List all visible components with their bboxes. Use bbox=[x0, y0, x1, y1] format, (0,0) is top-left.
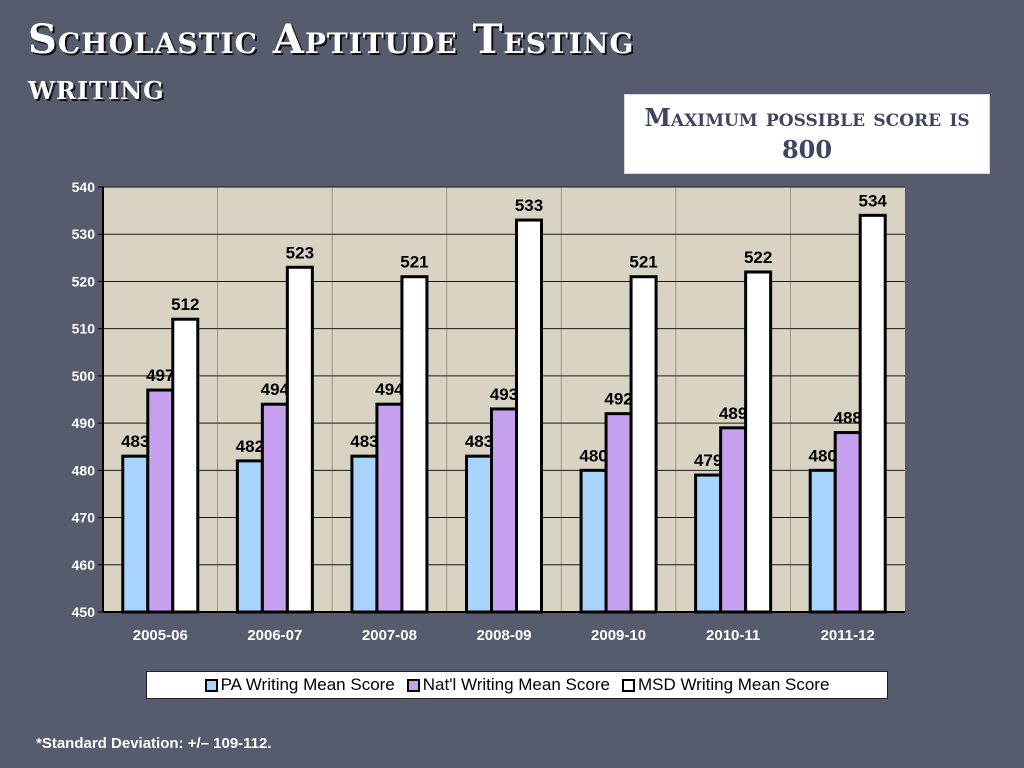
bar-msd bbox=[515, 218, 543, 614]
legend-item-pa: PA Writing Mean Score bbox=[204, 675, 395, 695]
footnote: *Standard Deviation: +/– 109-112. bbox=[36, 735, 272, 752]
data-label: 482 bbox=[236, 437, 264, 456]
x-tick-label: 2005-06 bbox=[133, 627, 188, 644]
bar-msd bbox=[400, 275, 429, 614]
y-tick-label: 510 bbox=[72, 321, 96, 337]
bar-pa bbox=[235, 459, 264, 614]
bar-natl bbox=[260, 402, 289, 614]
data-label: 521 bbox=[629, 253, 657, 272]
bar-pa bbox=[579, 468, 608, 614]
data-label: 494 bbox=[261, 380, 290, 399]
data-label: 492 bbox=[604, 390, 632, 409]
data-label: 488 bbox=[834, 409, 862, 428]
data-label: 533 bbox=[515, 196, 543, 215]
bar-msd bbox=[171, 317, 200, 614]
data-label: 497 bbox=[146, 366, 174, 385]
data-label: 483 bbox=[465, 432, 493, 451]
legend-label-natl: Nat'l Writing Mean Score bbox=[422, 675, 610, 694]
y-tick-label: 460 bbox=[72, 557, 96, 573]
legend-item-natl: Nat'l Writing Mean Score bbox=[406, 675, 610, 695]
data-label: 483 bbox=[350, 432, 378, 451]
data-label: 493 bbox=[490, 385, 518, 404]
x-tick-label: 2011-12 bbox=[821, 627, 875, 644]
data-label: 483 bbox=[121, 432, 149, 451]
bar-natl bbox=[375, 402, 404, 614]
bar-pa bbox=[465, 454, 493, 614]
bar-msd bbox=[285, 265, 314, 614]
y-tick-label: 540 bbox=[72, 179, 96, 195]
data-label: 512 bbox=[171, 295, 199, 314]
data-label: 534 bbox=[859, 191, 888, 210]
chart-legend: PA Writing Mean Score Nat'l Writing Mean… bbox=[146, 671, 888, 699]
bar-pa bbox=[121, 454, 150, 614]
y-tick-label: 450 bbox=[72, 604, 96, 620]
x-tick-label: 2009-10 bbox=[591, 627, 646, 644]
x-tick-label: 2010-11 bbox=[706, 627, 760, 644]
y-tick-label: 530 bbox=[72, 226, 96, 242]
y-tick-label: 470 bbox=[72, 510, 96, 526]
data-label: 480 bbox=[809, 446, 837, 465]
bar-msd bbox=[744, 270, 773, 614]
bar-natl bbox=[146, 388, 175, 614]
legend-label-msd: MSD Writing Mean Score bbox=[637, 675, 830, 694]
bar-pa bbox=[350, 454, 379, 614]
legend-swatch-msd bbox=[621, 678, 635, 692]
max-score-note: Maximum possible score is 800 bbox=[624, 94, 990, 174]
legend-swatch-natl bbox=[406, 678, 420, 692]
slide-subtitle: writing bbox=[28, 68, 165, 108]
data-label: 479 bbox=[694, 451, 722, 470]
data-label: 521 bbox=[400, 253, 428, 272]
legend-label-pa: PA Writing Mean Score bbox=[220, 675, 395, 694]
data-label: 494 bbox=[375, 380, 404, 399]
x-tick-label: 2007-08 bbox=[362, 627, 417, 644]
data-label: 480 bbox=[579, 446, 607, 465]
bar-natl bbox=[719, 426, 748, 614]
slide-title: Scholastic Aptitude Testing bbox=[28, 16, 635, 63]
x-tick-label: 2008-09 bbox=[476, 627, 531, 644]
legend-item-msd: MSD Writing Mean Score bbox=[621, 675, 830, 695]
bar-msd bbox=[629, 275, 658, 614]
bar-natl bbox=[490, 407, 518, 614]
data-label: 522 bbox=[744, 248, 772, 267]
y-tick-label: 490 bbox=[72, 415, 96, 431]
bar-pa bbox=[808, 468, 837, 614]
bar-pa bbox=[694, 473, 723, 614]
data-label: 523 bbox=[286, 243, 314, 262]
x-tick-label: 2006-07 bbox=[247, 627, 302, 644]
bar-natl bbox=[604, 412, 633, 614]
legend-swatch-pa bbox=[204, 678, 218, 692]
y-tick-label: 520 bbox=[72, 273, 96, 289]
bar-natl bbox=[833, 431, 862, 614]
y-tick-label: 480 bbox=[72, 462, 96, 478]
y-tick-label: 500 bbox=[72, 368, 96, 384]
bar-msd bbox=[858, 213, 887, 614]
data-label: 489 bbox=[719, 404, 747, 423]
